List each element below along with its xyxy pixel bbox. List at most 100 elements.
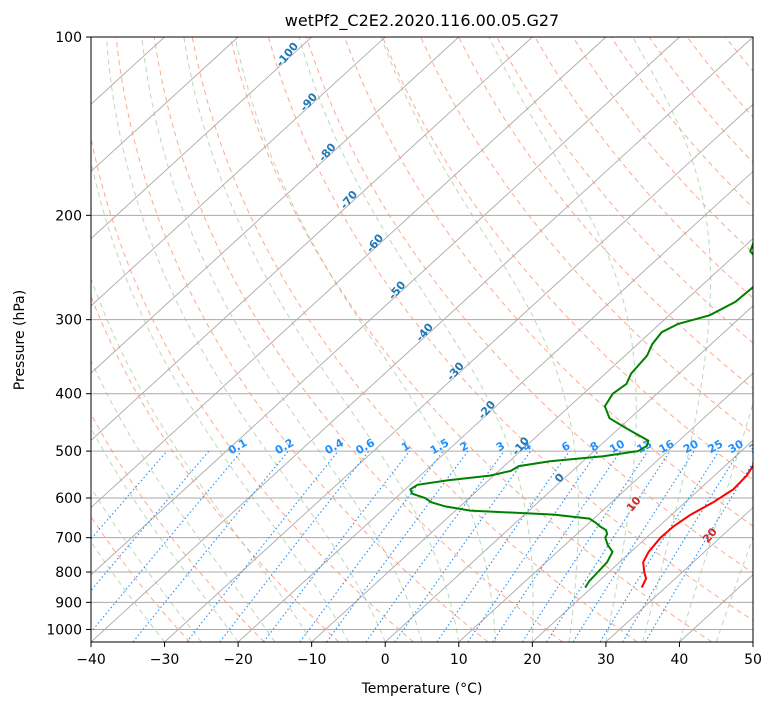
- moist-adiabat-line: [380, 37, 580, 642]
- x-tick-label: −30: [150, 652, 180, 668]
- dry-adiabat-line: [686, 37, 753, 118]
- mixing-ratio-line: [492, 450, 622, 642]
- y-axis-label: Pressure (hPa): [12, 290, 28, 390]
- dry-adiabat-label: -20: [475, 398, 498, 422]
- y-tick-label: 800: [55, 565, 82, 581]
- dry-adiabat-line: [91, 412, 265, 642]
- wet-bulb-label: 10: [624, 494, 644, 514]
- dry-adiabat-label: -90: [297, 90, 320, 114]
- dry-adiabat-line: [91, 135, 414, 642]
- mixing-ratio-line: [299, 450, 444, 642]
- isotherm-line: [605, 506, 753, 642]
- dry-adiabats: [91, 37, 775, 642]
- dry-adiabat-line: [458, 37, 753, 389]
- moist-adiabat-line: [91, 277, 313, 642]
- mixing-ratio-line: [263, 450, 410, 642]
- x-tick-label: 20: [523, 652, 541, 668]
- isotherm-line: [237, 170, 753, 642]
- mixing-ratio-label: 36: [747, 437, 767, 456]
- moist-adiabat-line: [715, 535, 753, 642]
- isotherm-line: [384, 305, 753, 642]
- x-tick-label: 40: [671, 652, 689, 668]
- dry-adiabat-label: -80: [316, 140, 339, 164]
- mixing-ratio-label: 0.1: [226, 436, 249, 457]
- dry-adiabat-label: -100: [273, 40, 301, 70]
- moist-adiabat-line: [106, 37, 386, 642]
- background-lines: 0.1 0.2 0.4 0.6 1 1.5 2 3 4 6 8 10 13 16 20 25 30 36-100-…: [91, 37, 775, 642]
- y-tick-label: 300: [55, 313, 82, 329]
- moist-adiabat-line: [141, 37, 423, 642]
- mixing-ratio-label: 2: [458, 439, 471, 454]
- wet-bulb-label: 20: [700, 525, 720, 545]
- dry-adiabat-label: -50: [386, 278, 409, 302]
- dry-adiabat-line: [91, 295, 340, 642]
- moist-adiabat-line: [91, 427, 239, 642]
- dry-adiabat-line: [267, 37, 753, 622]
- x-tick-label: −20: [223, 652, 253, 668]
- dry-adiabat-line: [763, 37, 775, 642]
- moist-adiabat-line: [298, 37, 534, 642]
- mixing-ratio-line: [436, 450, 570, 642]
- dry-adiabat-line: [115, 37, 489, 642]
- x-tick-label: 0: [381, 652, 390, 668]
- moist-adiabat-line: [678, 401, 753, 642]
- mixing-ratio-label: 1.5: [428, 436, 451, 457]
- mixing-ratio-line: [186, 450, 339, 642]
- mixing-ratio-line: [622, 450, 740, 642]
- mixing-ratio-label: 30: [726, 437, 746, 456]
- dry-adiabat-label: 0: [552, 471, 567, 485]
- y-tick-label: 500: [55, 444, 82, 460]
- mixing-ratio-label: 1: [399, 439, 412, 454]
- y-tick-label: 1000: [46, 622, 82, 638]
- mixing-ratio-line: [522, 450, 649, 642]
- moist-adiabat-line: [91, 359, 276, 642]
- y-tick-label: 900: [55, 595, 82, 611]
- moist-adiabat-line: [91, 486, 202, 642]
- mixing-ratio-line: [546, 450, 671, 642]
- dry-adiabat-line: [496, 37, 753, 344]
- dry-adiabat-line: [191, 37, 638, 642]
- isotherm-line: [91, 37, 386, 307]
- mixing-ratio-line: [91, 450, 242, 633]
- isotherm-line: [458, 372, 753, 642]
- y-tick-label: 600: [55, 491, 82, 507]
- isotherm-line: [91, 37, 607, 509]
- dry-adiabat-line: [153, 37, 563, 642]
- isotherm-line: [91, 37, 239, 173]
- line-labels: 0.1 0.2 0.4 0.6 1 1.5 2 3 4 6 8 10 13 16 20 25 30 36-100-…: [226, 40, 767, 546]
- mixing-ratio-line: [91, 450, 210, 592]
- y-tick-label: 200: [55, 208, 82, 224]
- mixing-ratio-line: [365, 450, 505, 642]
- mixing-ratio-label: 6: [559, 439, 572, 454]
- dry-adiabat-line: [344, 37, 753, 527]
- mixing-ratio-line: [599, 450, 720, 642]
- mixing-ratio-line: [467, 450, 599, 642]
- mixing-ratio-label: 0.6: [353, 436, 377, 457]
- moist-adiabats: [91, 37, 753, 642]
- mixing-ratio-label: 20: [681, 437, 701, 456]
- dry-adiabat-line: [724, 37, 753, 72]
- chart-title: wetPf2_C2E2.2020.116.00.05.G27: [285, 11, 559, 31]
- mixing-ratio-label: 16: [657, 437, 677, 456]
- moist-adiabat-line: [183, 37, 460, 642]
- plot-frame: [90, 36, 754, 643]
- mixing-ratio-line: [326, 450, 469, 642]
- y-tick-label: 100: [55, 30, 82, 46]
- y-tick-label: 400: [55, 387, 82, 403]
- isotherm-line: [164, 103, 753, 642]
- dewpoint-profile-line: [409, 241, 753, 589]
- mixing-ratio-line: [572, 450, 695, 642]
- y-tick-label: 700: [55, 531, 82, 547]
- isotherm-line: [91, 37, 680, 576]
- moist-adiabat-line: [91, 158, 349, 642]
- dry-adiabat-label: -60: [364, 231, 387, 255]
- profiles: [409, 241, 753, 589]
- mixing-ratio-label: 3: [494, 439, 507, 454]
- dry-adiabat-line: [610, 37, 753, 209]
- x-tick-label: 50: [744, 652, 762, 668]
- dry-adiabat-line: [648, 37, 753, 164]
- dry-adiabat-line: [229, 37, 713, 642]
- mixing-ratio-label: 25: [706, 437, 726, 456]
- isotherm-line: [91, 37, 312, 240]
- isotherm-line: [91, 37, 460, 374]
